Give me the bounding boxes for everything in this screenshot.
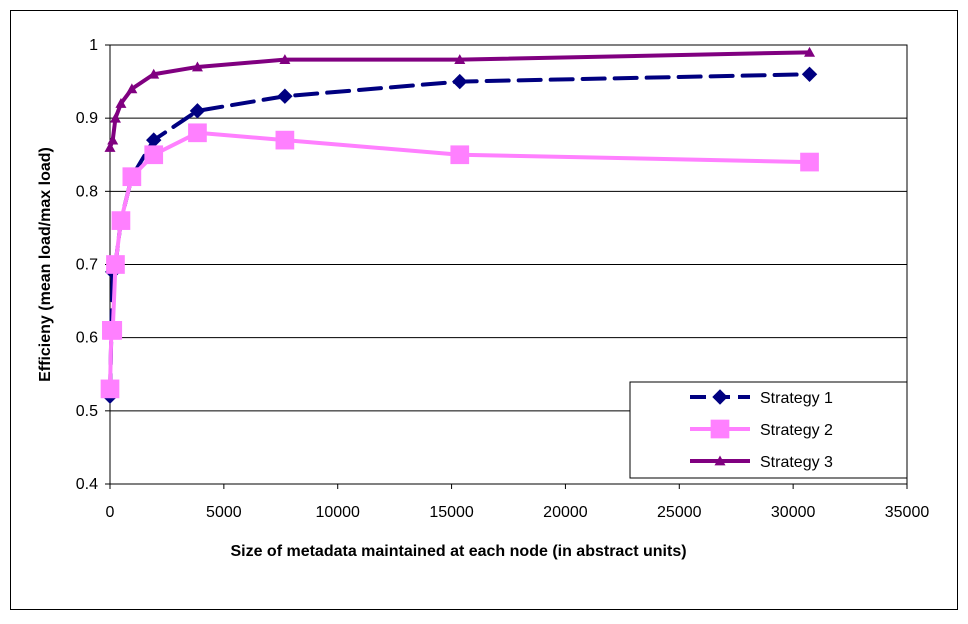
data-point-square — [106, 255, 125, 274]
legend: Strategy 1 Strategy 2 Strategy 3 — [629, 381, 908, 479]
x-tick-label: 15000 — [429, 504, 474, 521]
axis-ticks: 0.4 0.5 0.6 0.7 0.8 0.9 1 0 5000 10000 15000 20000 2… — [76, 37, 930, 521]
data-point-triangle — [804, 46, 816, 57]
x-axis-title: Size of metadata maintained at each node… — [230, 543, 686, 560]
data-point-diamond — [277, 88, 293, 104]
y-axis-title: Efficieny (mean load/max load) — [37, 147, 54, 382]
data-point-triangle — [107, 134, 119, 145]
series-group — [100, 46, 819, 404]
x-tick-label: 25000 — [657, 504, 702, 521]
x-tick-label: 35000 — [885, 504, 930, 521]
data-point-diamond — [189, 103, 206, 119]
x-tick-label: 0 — [106, 504, 115, 521]
data-point-square — [275, 130, 295, 150]
data-point-triangle — [115, 98, 127, 108]
x-tick-label: 5000 — [206, 504, 242, 521]
data-point-square — [144, 145, 164, 165]
y-tick-label: 0.8 — [76, 183, 98, 200]
data-point-triangle — [104, 141, 116, 152]
data-point-square — [188, 123, 207, 143]
series-3 — [104, 46, 816, 152]
data-point-square — [100, 379, 120, 399]
series-line — [108, 72, 812, 399]
x-tick-label: 20000 — [543, 504, 588, 521]
data-point-triangle — [714, 455, 726, 466]
y-tick-label: 0.5 — [76, 403, 98, 420]
data-point-diamond — [712, 389, 728, 405]
data-point-diamond — [452, 73, 468, 90]
x-tick-label: 10000 — [315, 504, 360, 521]
y-tick-label: 0.4 — [76, 476, 98, 493]
legend-label: Strategy 2 — [760, 422, 833, 439]
series-2 — [100, 123, 819, 399]
data-point-triangle — [148, 68, 160, 79]
series-line — [108, 130, 812, 391]
legend-label: Strategy 1 — [760, 390, 833, 407]
chart-frame — [10, 10, 958, 610]
data-point-triangle — [191, 61, 203, 72]
data-point-triangle — [279, 54, 291, 65]
data-point-diamond — [801, 66, 818, 82]
y-tick-label: 1 — [89, 37, 98, 54]
y-tick-label: 0.9 — [76, 110, 98, 127]
data-point-square — [103, 321, 123, 340]
data-point-square — [122, 167, 142, 187]
legend-label: Strategy 3 — [760, 454, 833, 471]
series-1 — [102, 66, 818, 404]
data-point-square — [800, 152, 819, 172]
series-line — [108, 50, 812, 150]
data-point-square — [111, 211, 131, 230]
legend-box — [629, 381, 908, 479]
data-point-triangle — [126, 83, 138, 94]
data-point-square — [710, 419, 730, 439]
data-point-diamond — [146, 132, 162, 148]
data-point-triangle — [454, 54, 466, 65]
y-tick-label: 0.6 — [76, 330, 98, 347]
data-point-triangle — [109, 112, 121, 123]
y-tick-label: 0.7 — [76, 257, 98, 274]
data-point-square — [450, 145, 470, 165]
x-tick-label: 30000 — [771, 504, 816, 521]
